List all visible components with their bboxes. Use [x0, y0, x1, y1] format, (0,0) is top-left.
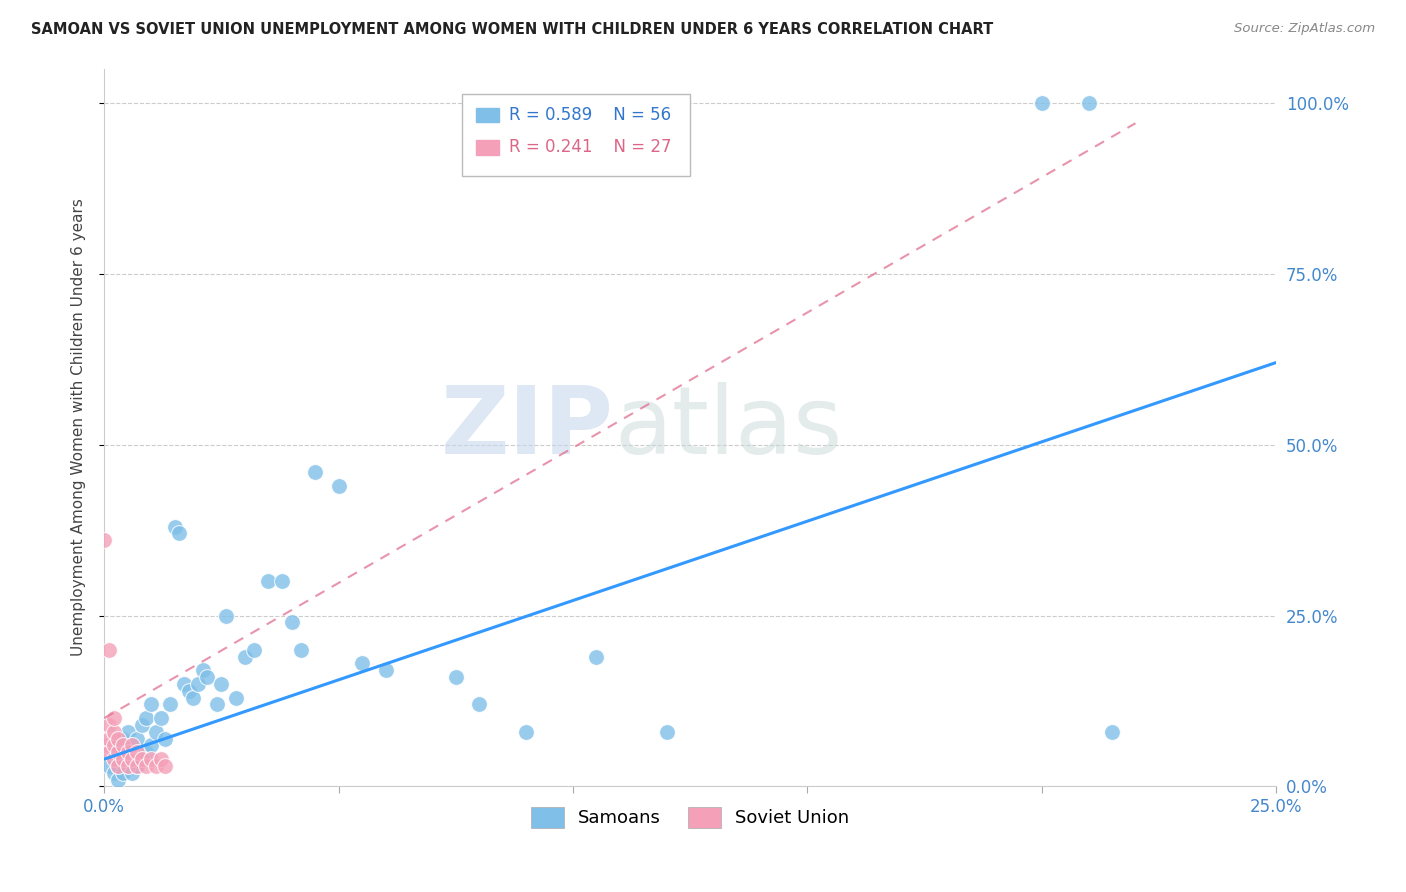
Soviet Union [131, 752, 153, 766]
Soviet Union [107, 745, 129, 759]
Samoans [1031, 95, 1053, 110]
Soviet Union [149, 752, 172, 766]
Soviet Union [103, 724, 125, 739]
Samoans [107, 759, 129, 773]
Text: R = 0.241    N = 27: R = 0.241 N = 27 [509, 138, 671, 156]
Soviet Union [98, 718, 121, 732]
Samoans [225, 690, 247, 705]
Soviet Union [103, 711, 125, 725]
Samoans [191, 663, 214, 677]
Samoans [243, 642, 266, 657]
Samoans [121, 739, 143, 753]
Soviet Union [112, 752, 135, 766]
Soviet Union [93, 739, 115, 753]
Soviet Union [127, 759, 149, 773]
Samoans [468, 698, 491, 712]
Text: SAMOAN VS SOVIET UNION UNEMPLOYMENT AMONG WOMEN WITH CHILDREN UNDER 6 YEARS CORR: SAMOAN VS SOVIET UNION UNEMPLOYMENT AMON… [31, 22, 993, 37]
Soviet Union [145, 759, 167, 773]
Samoans [197, 670, 219, 684]
Samoans [107, 739, 129, 753]
Soviet Union [121, 739, 143, 753]
Samoans [155, 731, 177, 746]
Samoans [145, 724, 167, 739]
Samoans [328, 478, 350, 492]
Samoans [211, 677, 233, 691]
Samoans [655, 724, 678, 739]
Samoans [112, 765, 135, 780]
Soviet Union [98, 731, 121, 746]
Samoans [281, 615, 304, 630]
Bar [475, 108, 499, 122]
Samoans [187, 677, 209, 691]
Samoans [117, 724, 139, 739]
Samoans [159, 698, 181, 712]
Samoans [290, 642, 312, 657]
FancyBboxPatch shape [461, 94, 690, 177]
Samoans [112, 752, 135, 766]
Samoans [127, 731, 149, 746]
Samoans [135, 711, 157, 725]
Bar [475, 140, 499, 154]
Soviet Union [98, 745, 121, 759]
Samoans [1101, 724, 1123, 739]
Samoans [257, 574, 280, 589]
Legend: Samoans, Soviet Union: Samoans, Soviet Union [524, 799, 856, 835]
Samoans [131, 718, 153, 732]
Samoans [117, 759, 139, 773]
Samoans [585, 649, 607, 664]
Samoans [205, 698, 228, 712]
Samoans [169, 526, 191, 541]
Text: atlas: atlas [614, 382, 842, 474]
Samoans [127, 759, 149, 773]
Text: R = 0.589    N = 56: R = 0.589 N = 56 [509, 106, 671, 124]
Samoans [121, 765, 143, 780]
Soviet Union [103, 739, 125, 753]
Samoans [103, 765, 125, 780]
Samoans [112, 731, 135, 746]
Y-axis label: Unemployment Among Women with Children Under 6 years: Unemployment Among Women with Children U… [72, 199, 86, 657]
Samoans [141, 739, 163, 753]
Samoans [103, 745, 125, 759]
Text: Source: ZipAtlas.com: Source: ZipAtlas.com [1234, 22, 1375, 36]
Soviet Union [103, 752, 125, 766]
Soviet Union [141, 752, 163, 766]
Text: ZIP: ZIP [441, 382, 614, 474]
Samoans [1077, 95, 1099, 110]
Soviet Union [93, 533, 115, 548]
Soviet Union [107, 759, 129, 773]
Samoans [163, 519, 186, 533]
Samoans [131, 752, 153, 766]
Soviet Union [112, 739, 135, 753]
Soviet Union [127, 745, 149, 759]
Samoans [141, 698, 163, 712]
Soviet Union [135, 759, 157, 773]
Soviet Union [117, 759, 139, 773]
Samoans [444, 670, 467, 684]
Samoans [215, 608, 238, 623]
Samoans [177, 683, 200, 698]
Samoans [135, 745, 157, 759]
Soviet Union [155, 759, 177, 773]
Samoans [107, 772, 129, 787]
Samoans [374, 663, 396, 677]
Samoans [98, 759, 121, 773]
Soviet Union [117, 745, 139, 759]
Soviet Union [121, 752, 143, 766]
Soviet Union [98, 642, 121, 657]
Samoans [183, 690, 205, 705]
Samoans [271, 574, 294, 589]
Samoans [515, 724, 537, 739]
Samoans [233, 649, 256, 664]
Samoans [117, 745, 139, 759]
Samoans [149, 711, 172, 725]
Samoans [352, 657, 374, 671]
Samoans [304, 465, 326, 479]
Soviet Union [107, 731, 129, 746]
Samoans [173, 677, 195, 691]
